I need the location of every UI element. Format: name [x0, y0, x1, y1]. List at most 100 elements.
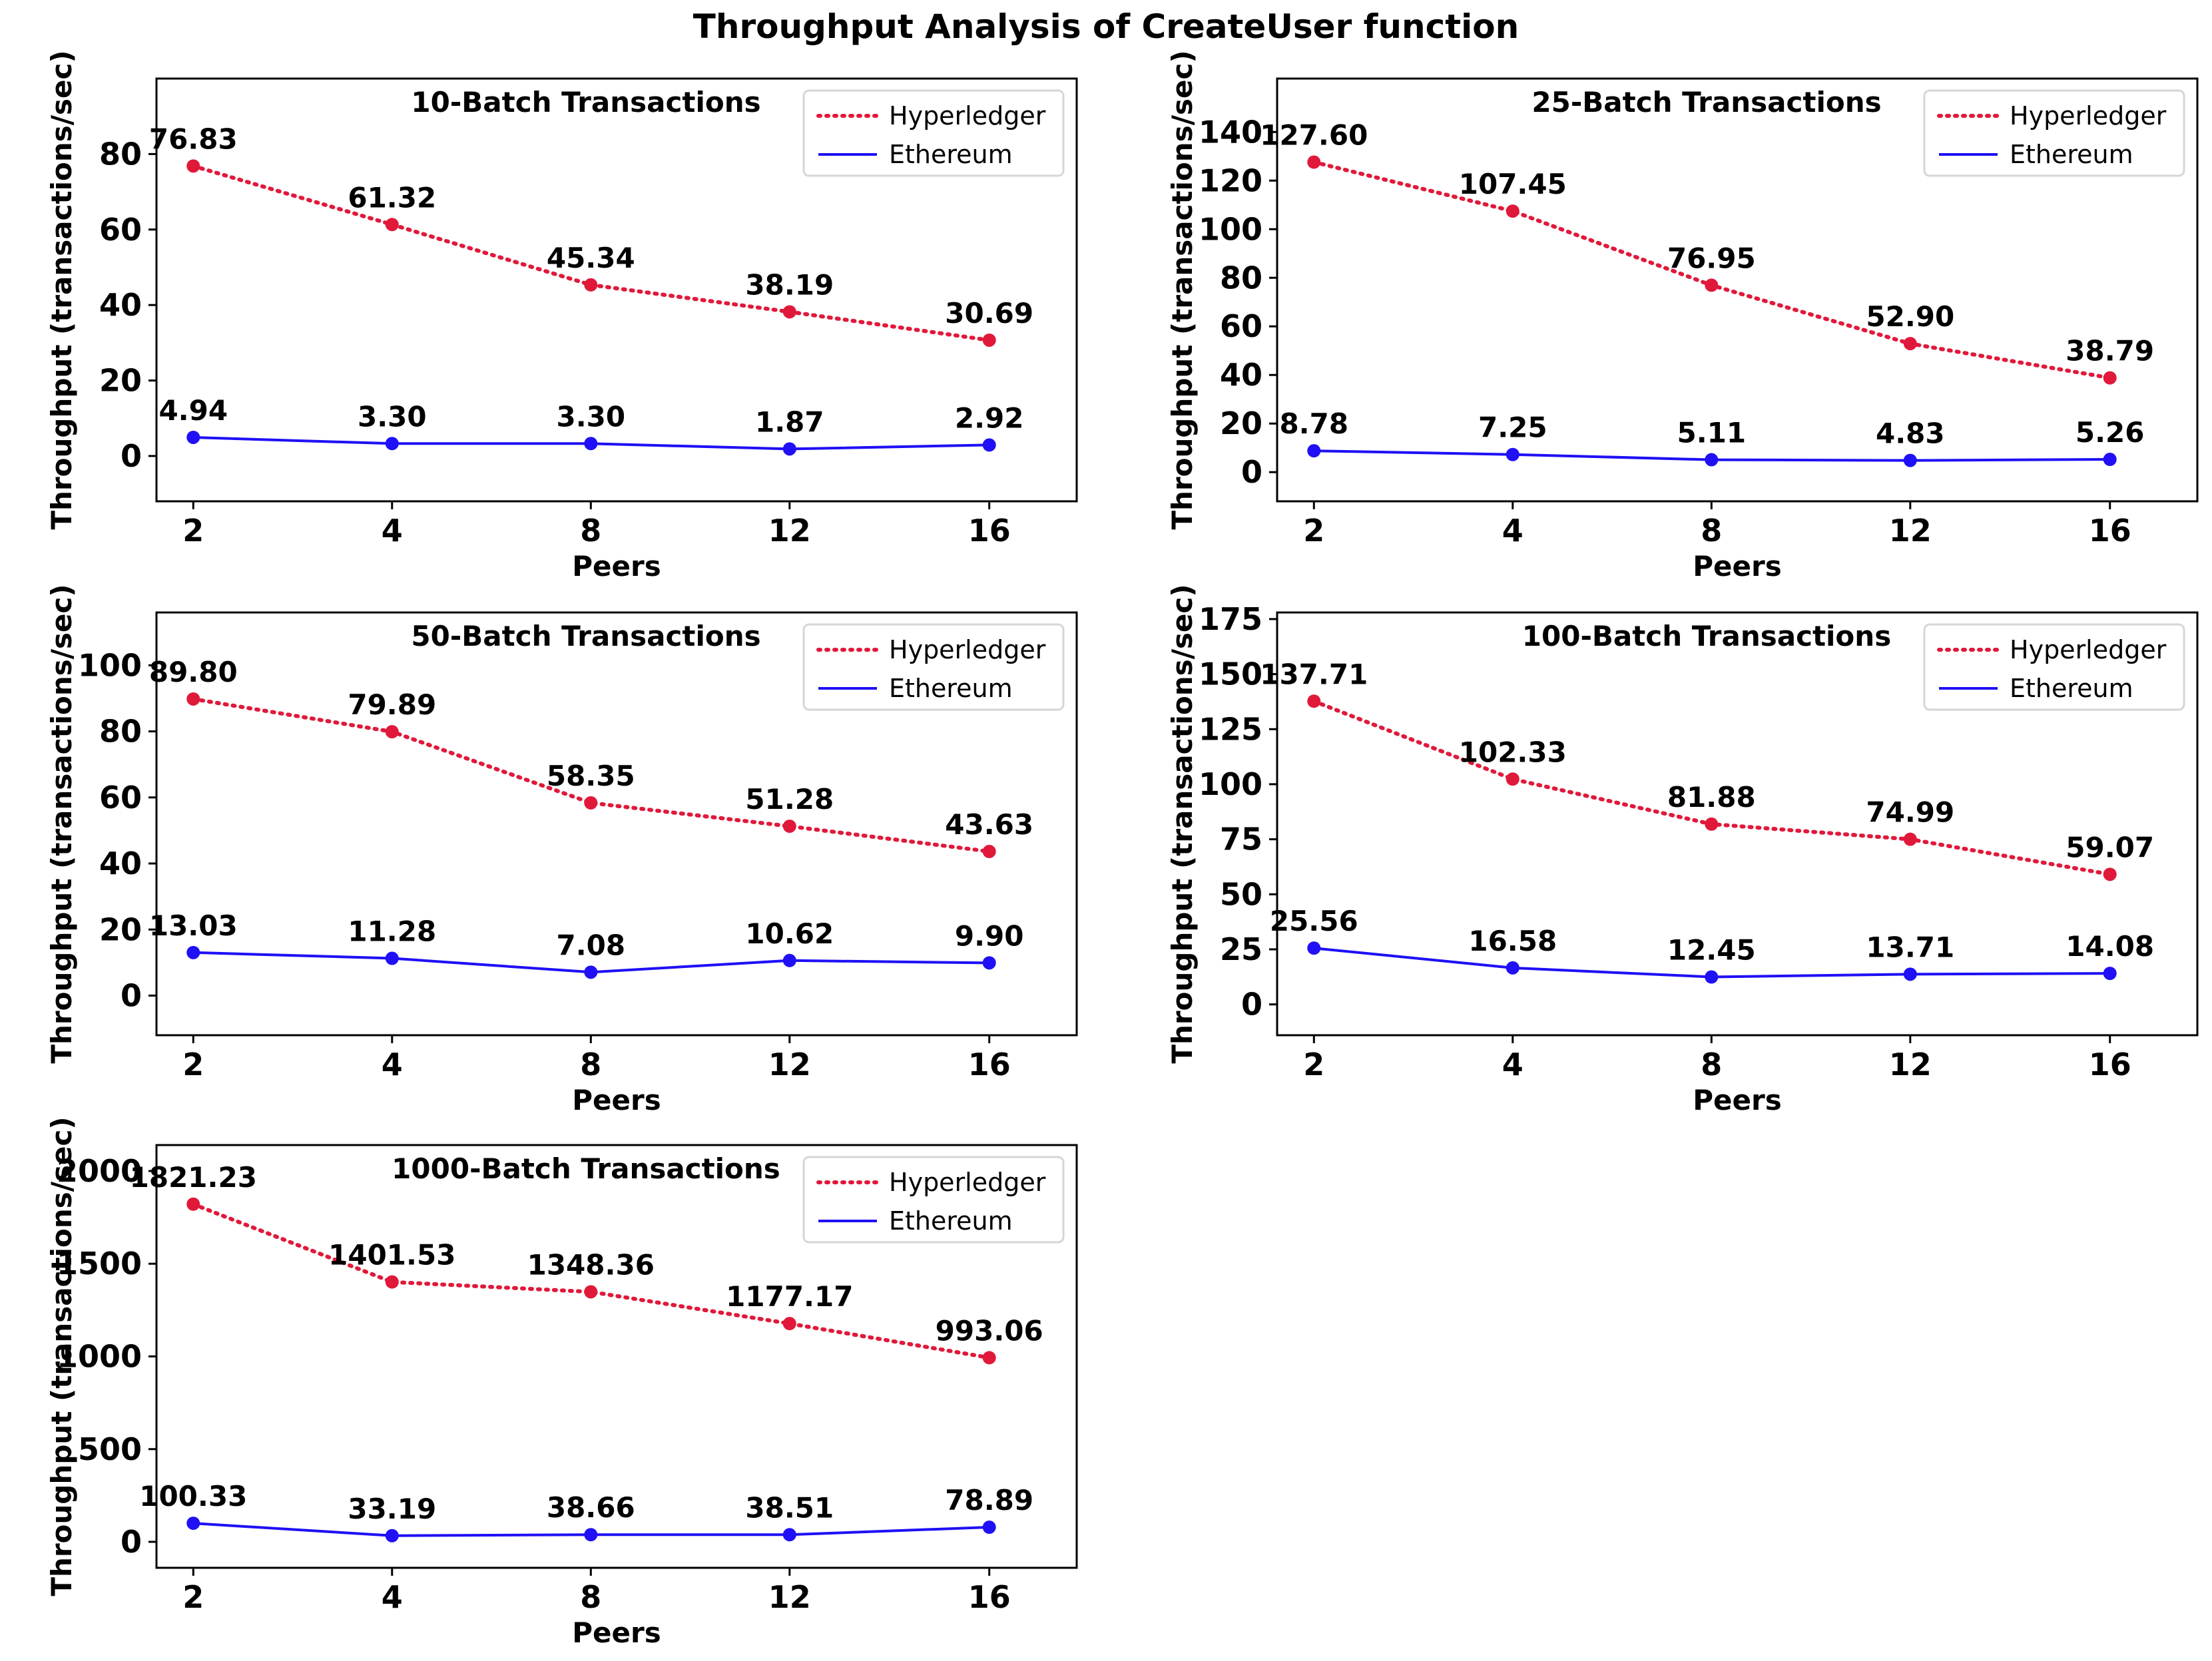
hyperledger-point: [186, 159, 200, 173]
hyperledger-point: [982, 1351, 996, 1365]
y-tick-label: 120: [1199, 162, 1262, 198]
y-tick-label: 60: [99, 780, 142, 816]
ethereum-data-label: 12.45: [1667, 934, 1756, 967]
x-tick-label: 8: [1701, 1047, 1722, 1082]
ethereum-point: [2103, 453, 2117, 467]
legend: Hyperledger Ethereum: [802, 1156, 1065, 1244]
panel-title: 10-Batch Transactions: [411, 86, 760, 119]
ethereum-data-label: 78.89: [945, 1484, 1033, 1517]
legend-hyperledger-label: Hyperledger: [889, 101, 1046, 130]
y-tick-label: 0: [1241, 987, 1262, 1023]
y-tick-label: 1500: [57, 1246, 142, 1282]
hyperledger-point: [584, 796, 598, 810]
ethereum-data-label: 3.30: [358, 400, 427, 433]
chart-panel-4: 0 25 50 75 100 125 150 175 2 4 8 12 16 Peers Throughpu…: [1166, 584, 2199, 1116]
hyperledger-data-label: 79.89: [348, 688, 436, 721]
ethereum-data-label: 3.30: [556, 400, 625, 433]
hyperledger-data-label: 89.80: [149, 656, 238, 688]
hyperledger-point: [1307, 694, 1321, 708]
chart-panel-2: 0 20 40 60 80 100 120 140 2 4 8 12 16 Peers Throughput…: [1166, 50, 2199, 583]
ethereum-data-label: 11.28: [348, 915, 436, 948]
legend-ethereum-label: Ethereum: [2010, 674, 2133, 703]
x-tick-label: 16: [968, 513, 1011, 549]
x-axis-label: Peers: [1693, 550, 1781, 583]
y-tick-label: 100: [78, 647, 142, 683]
ethereum-data-label: 14.08: [2066, 930, 2154, 963]
x-tick-label: 4: [382, 1047, 403, 1082]
hyperledger-point: [1705, 817, 1719, 831]
y-tick-label: 150: [1199, 656, 1262, 692]
hyperledger-point: [782, 305, 796, 319]
ethereum-data-label: 38.66: [547, 1491, 635, 1524]
x-tick-label: 4: [382, 1579, 403, 1615]
ethereum-data-label: 9.90: [955, 919, 1024, 952]
hyperledger-point: [1307, 155, 1321, 169]
axes-frame: [155, 77, 1078, 503]
ethereum-point: [385, 951, 399, 965]
y-axis-label: Throughput (transactions/sec): [1166, 584, 1199, 1063]
ethereum-data-label: 33.19: [348, 1493, 436, 1525]
hyperledger-point: [584, 278, 598, 292]
hyperledger-data-label: 1821.23: [130, 1161, 257, 1194]
ethereum-point: [1307, 444, 1321, 458]
ethereum-data-label: 1.87: [755, 405, 824, 438]
ethereum-data-label: 5.11: [1677, 417, 1746, 449]
hyperledger-data-label: 76.83: [149, 122, 238, 155]
y-tick-label: 0: [121, 1524, 142, 1560]
x-tick-label: 8: [580, 1579, 601, 1615]
x-axis-label: Peers: [572, 550, 661, 583]
hyperledger-point: [385, 1275, 399, 1289]
ethereum-data-label: 13.03: [149, 909, 238, 942]
hyperledger-data-label: 38.19: [745, 268, 834, 301]
ethereum-point: [1506, 447, 1520, 461]
hyperledger-data-label: 102.33: [1459, 736, 1567, 768]
hyperledger-data-label: 107.45: [1459, 168, 1567, 200]
hyperledger-point: [385, 725, 399, 739]
y-tick-label: 40: [1220, 357, 1262, 393]
legend: Hyperledger Ethereum: [1923, 623, 2185, 711]
ethereum-data-label: 4.83: [1876, 417, 1945, 450]
hyperledger-point: [982, 333, 996, 347]
hyperledger-data-label: 137.71: [1260, 658, 1368, 690]
hyperledger-point: [385, 218, 399, 232]
hyperledger-data-label: 45.34: [547, 242, 635, 274]
x-tick-label: 8: [1701, 513, 1722, 549]
legend: Hyperledger Ethereum: [1923, 89, 2185, 177]
hyperledger-point: [782, 820, 796, 833]
x-tick-label: 12: [768, 1579, 811, 1615]
y-tick-label: 20: [1220, 405, 1262, 441]
ethereum-point: [186, 945, 200, 959]
legend-ethereum-label: Ethereum: [889, 140, 1013, 169]
hyperledger-point: [1506, 772, 1520, 786]
y-tick-label: 140: [1199, 114, 1262, 150]
x-tick-label: 16: [2089, 1047, 2131, 1082]
hyperledger-data-label: 38.79: [2066, 335, 2154, 367]
legend-hyperledger-label: Hyperledger: [2010, 101, 2167, 130]
y-tick-label: 80: [99, 136, 142, 172]
y-tick-label: 175: [1199, 601, 1262, 637]
ethereum-point: [1903, 967, 1917, 981]
x-tick-label: 12: [768, 1047, 811, 1082]
y-tick-label: 25: [1220, 931, 1262, 967]
hyperledger-point: [982, 845, 996, 859]
ethereum-point: [584, 965, 598, 979]
y-tick-label: 40: [99, 287, 142, 323]
ethereum-data-label: 5.26: [2075, 416, 2145, 449]
y-axis-label: Throughput (transactions/sec): [45, 584, 78, 1063]
ethereum-data-label: 7.08: [556, 929, 625, 961]
ethereum-point: [982, 438, 996, 452]
ethereum-data-label: 13.71: [1866, 931, 1954, 963]
axes-frame: [1276, 77, 2199, 503]
panel-title: 50-Batch Transactions: [411, 620, 760, 652]
x-tick-label: 8: [580, 1047, 601, 1082]
hyperledger-data-label: 52.90: [1866, 300, 1954, 333]
y-tick-label: 2000: [57, 1153, 142, 1189]
y-tick-label: 0: [121, 438, 142, 474]
ethereum-point: [584, 1528, 598, 1542]
hyperledger-data-label: 76.95: [1667, 242, 1756, 274]
hyperledger-data-label: 1348.36: [527, 1248, 655, 1281]
y-tick-label: 80: [99, 714, 142, 750]
hyperledger-data-label: 30.69: [945, 297, 1033, 330]
x-axis-label: Peers: [1693, 1084, 1781, 1116]
ethereum-point: [982, 1521, 996, 1535]
